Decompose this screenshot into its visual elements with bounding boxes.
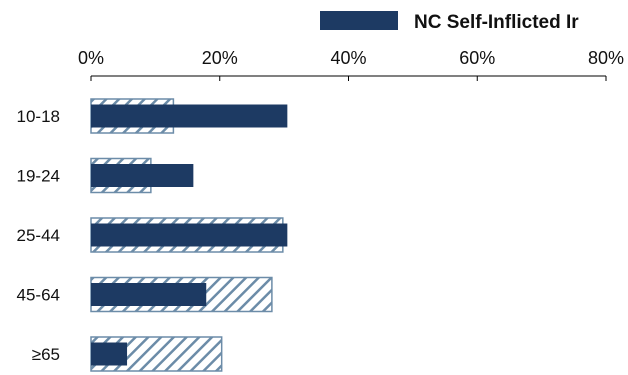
bar-solid bbox=[91, 342, 128, 366]
bar-solid bbox=[91, 104, 288, 128]
category-label: 19-24 bbox=[17, 167, 60, 186]
x-tick-label: 20% bbox=[202, 48, 238, 68]
x-tick-label: 0% bbox=[78, 48, 104, 68]
x-axis: 0% 20% 40% 60% 80% bbox=[78, 48, 624, 81]
bar-solid bbox=[91, 164, 194, 187]
x-tick-label: 40% bbox=[330, 48, 366, 68]
category-label: 45-64 bbox=[17, 286, 60, 305]
legend-swatch-solid bbox=[320, 11, 398, 30]
chart-legend: NC Self-Inflicted Ir bbox=[320, 11, 579, 33]
bar-solid bbox=[91, 223, 288, 247]
category-label: ≥65 bbox=[32, 345, 60, 364]
bar-series bbox=[90, 98, 288, 372]
x-tick-label: 60% bbox=[459, 48, 495, 68]
legend-label-solid: NC Self-Inflicted Ir bbox=[414, 12, 579, 33]
category-label: 25-44 bbox=[17, 226, 60, 245]
bar-solid bbox=[91, 283, 207, 306]
x-tick-label: 80% bbox=[588, 48, 624, 68]
category-label: 10-18 bbox=[17, 107, 60, 126]
category-labels: 10-18 19-24 25-44 45-64 ≥65 bbox=[17, 107, 60, 364]
